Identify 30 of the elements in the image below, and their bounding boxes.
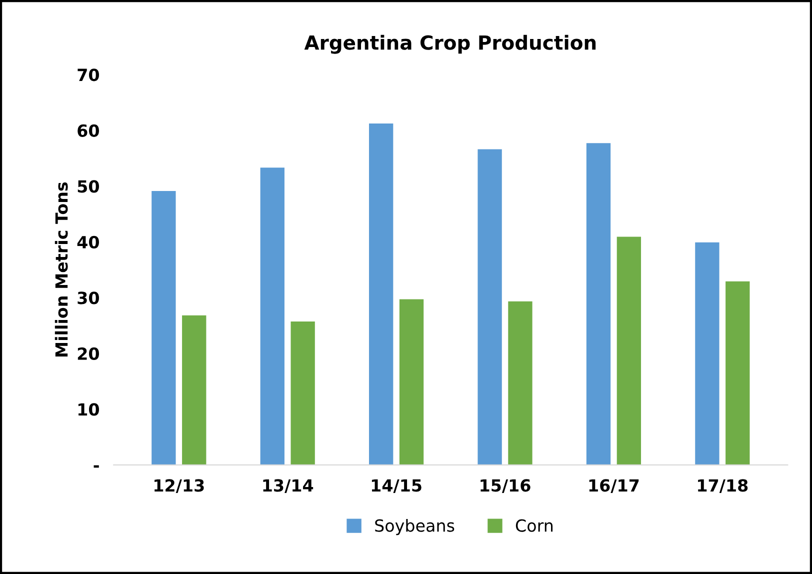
bar <box>181 314 208 465</box>
x-tick-label: 12/13 <box>154 479 204 494</box>
y-axis-title: Million Metric Tons <box>54 182 68 356</box>
bar <box>368 122 394 465</box>
x-tick-label: 14/15 <box>372 479 422 494</box>
legend-label: Soybeans <box>375 518 454 536</box>
bar <box>724 280 751 465</box>
bar <box>616 236 642 465</box>
legend-label: Corn <box>516 519 553 532</box>
x-tick-label: 13/14 <box>263 479 314 494</box>
bar <box>398 298 424 465</box>
bar <box>259 166 286 465</box>
bar <box>150 190 177 465</box>
y-tick-label: 30 <box>78 292 99 304</box>
chart-title: Argentina Crop Production <box>304 34 596 54</box>
y-tick-label: 10 <box>78 403 99 416</box>
x-tick-label: 16/17 <box>589 479 639 494</box>
bar <box>694 241 720 465</box>
y-tick-label: - <box>94 465 99 468</box>
y-tick-label: 70 <box>78 68 99 82</box>
y-tick-label: 20 <box>78 347 99 360</box>
bar <box>290 320 316 465</box>
y-tick-label: 40 <box>77 236 99 248</box>
bar <box>507 300 534 465</box>
y-tick-label: 50 <box>78 180 99 193</box>
x-tick-label: 15/16 <box>480 479 530 494</box>
y-tick-label: 60 <box>78 124 99 137</box>
x-tick-label: 17/18 <box>698 479 748 494</box>
bar <box>476 148 503 465</box>
bar <box>586 142 612 465</box>
